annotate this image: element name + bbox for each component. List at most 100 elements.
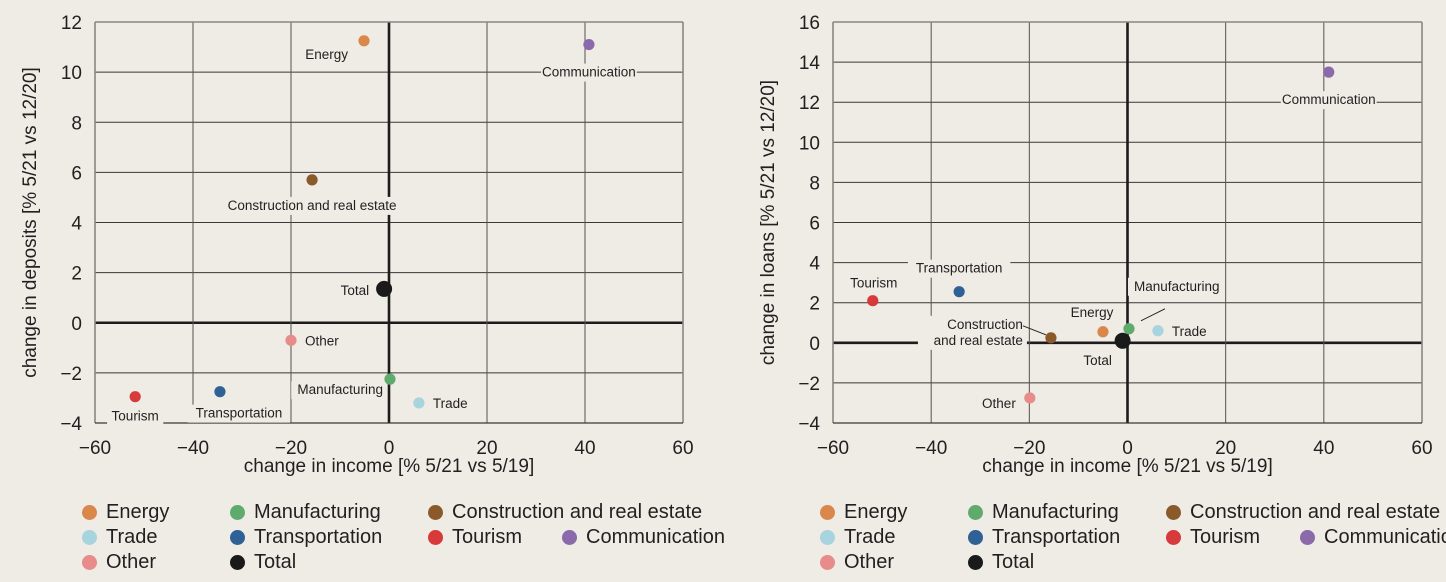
legend-item: Other (82, 550, 156, 575)
legend-label: Other (106, 551, 157, 573)
y-tick-label: 0 (71, 314, 82, 335)
legend-marker (82, 505, 97, 520)
legend-label: Construction and real estate (452, 501, 703, 523)
point-label-transportation: Transportation (196, 406, 283, 421)
point-construction-and-real-estate (306, 174, 318, 186)
legend-item: Construction and real estate (1166, 500, 1440, 525)
point-label-communication: Communication (542, 65, 636, 80)
y-tick-label: 10 (799, 133, 820, 154)
legend-item: Total (230, 550, 296, 575)
y-tick-label: 12 (61, 13, 82, 34)
legend-label: Tourism (1190, 526, 1261, 548)
point-label-trade: Trade (433, 396, 468, 411)
point-transportation (214, 386, 226, 398)
point-label-total: Total (341, 283, 370, 298)
x-tick-label: 60 (1411, 438, 1432, 459)
legend-item: Trade (82, 525, 158, 550)
label-background (976, 394, 1020, 413)
point-label-construction-and-real-estate: and real estate (934, 333, 1023, 348)
label-background (541, 63, 637, 82)
label-background (187, 404, 291, 423)
point-energy (358, 35, 370, 47)
legend-marker (428, 530, 443, 545)
point-communication (583, 38, 595, 51)
point-trade (413, 397, 425, 409)
point-other (1024, 392, 1036, 404)
point-label-other: Other (305, 333, 339, 348)
label-background (330, 281, 374, 300)
y-tick-label: −4 (798, 414, 820, 435)
legend-label: Trade (106, 526, 158, 548)
x-tick-label: −20 (1013, 438, 1045, 459)
legend-item: Manufacturing (968, 500, 1119, 525)
label-background (1076, 351, 1120, 370)
point-energy (1097, 326, 1109, 338)
y-tick-label: 4 (71, 214, 82, 235)
x-tick-label: −40 (915, 438, 947, 459)
legend-marker (82, 530, 97, 545)
legend-marker (1166, 505, 1181, 520)
legend-label: Other (844, 551, 895, 573)
y-tick-label: −4 (60, 414, 82, 435)
y-tick-label: 14 (799, 53, 821, 74)
legend-label: Construction and real estate (1190, 501, 1441, 523)
y-tick-label: 12 (799, 93, 820, 114)
legend-item: Transportation (968, 525, 1120, 550)
label-background (1165, 322, 1209, 341)
x-axis-title: change in income [% 5/21 vs 5/19] (982, 456, 1272, 477)
legend-marker (1166, 530, 1181, 545)
legend-marker (1300, 530, 1315, 545)
legend-marker (428, 505, 443, 520)
legend-label: Manufacturing (992, 501, 1119, 523)
legend-item: Total (968, 550, 1034, 575)
point-label-communication: Communication (1282, 92, 1376, 107)
legend-marker (230, 530, 245, 545)
legend-item: Energy (82, 500, 169, 525)
point-other (285, 334, 297, 346)
point-label-tourism: Tourism (850, 276, 897, 291)
x-axis-title: change in income [% 5/21 vs 5/19] (244, 456, 534, 477)
legend-label: Energy (844, 501, 908, 523)
legend-label: Communication (586, 526, 725, 548)
legend-marker (820, 555, 835, 570)
label-connector-line (1140, 308, 1166, 322)
legend-item: Manufacturing (230, 500, 381, 525)
x-tick-label: −60 (817, 438, 849, 459)
legend-marker (820, 530, 835, 545)
legend-marker (968, 555, 983, 570)
point-label-manufacturing: Manufacturing (297, 382, 383, 397)
legend-marker (820, 505, 835, 520)
point-total (1114, 332, 1131, 349)
legend-item: Trade (820, 525, 896, 550)
legend-marker (230, 505, 245, 520)
x-tick-label: −40 (177, 438, 209, 459)
x-tick-label: 20 (476, 438, 497, 459)
legend-label: Transportation (254, 526, 383, 548)
legend-marker (230, 555, 245, 570)
y-tick-label: 10 (61, 63, 82, 84)
label-background (214, 196, 410, 215)
point-tourism (867, 295, 879, 307)
label-background (299, 332, 342, 351)
legend-label: Transportation (992, 526, 1121, 548)
point-manufacturing (384, 373, 396, 385)
point-label-construction-and-real-estate: Construction (947, 317, 1023, 332)
y-tick-label: 8 (71, 113, 82, 134)
point-label-energy: Energy (305, 47, 348, 62)
legend-item: Tourism (428, 525, 522, 550)
y-tick-label: 0 (809, 334, 820, 355)
x-tick-label: 40 (1313, 438, 1334, 459)
legend-item: Transportation (230, 525, 382, 550)
point-label-tourism: Tourism (112, 409, 159, 424)
legend-marker (968, 530, 983, 545)
legend-item: Other (820, 550, 894, 575)
point-label-energy: Energy (1071, 305, 1114, 320)
y-tick-label: 8 (809, 173, 820, 194)
x-tick-label: 0 (384, 438, 395, 459)
y-axis-title: change in deposits [% 5/21 vs 12/20] (20, 67, 41, 378)
legend-label: Manufacturing (254, 501, 381, 523)
point-label-total: Total (1083, 353, 1112, 368)
legend-item: Tourism (1166, 525, 1260, 550)
legend-item: Communication (1300, 525, 1446, 550)
